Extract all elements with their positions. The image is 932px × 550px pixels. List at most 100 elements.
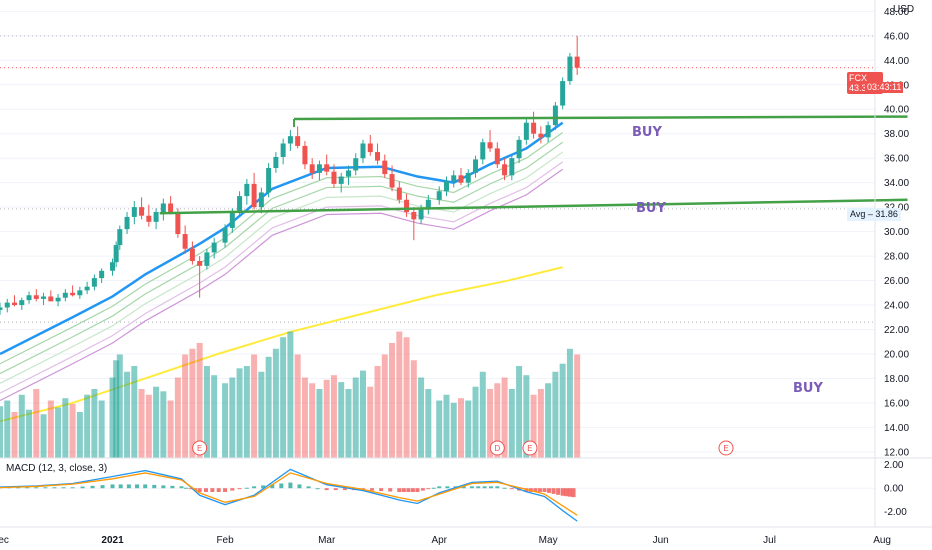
event-marker[interactable]: E (522, 440, 538, 456)
candle-body (287, 136, 293, 144)
macd-histogram-bar (306, 486, 311, 489)
event-marker[interactable]: E (718, 440, 734, 456)
macd-histogram-bar (230, 488, 235, 491)
macd-histogram-bar (482, 486, 487, 489)
macd-histogram-bar (556, 488, 561, 495)
volume-bar (182, 354, 189, 458)
volume-bar (501, 377, 508, 458)
volume-bar (479, 371, 486, 458)
avg-tag-label: Avg (850, 209, 866, 219)
candle-body (360, 143, 366, 159)
volume-bar (174, 377, 181, 458)
candle-body (182, 234, 188, 249)
candle-body (0, 307, 3, 310)
candle-body (494, 148, 500, 165)
macd-histogram-bar (315, 488, 320, 490)
trend-lines[interactable] (159, 115, 908, 215)
volume-bar (113, 360, 120, 458)
buy-label-upper: BUY (632, 125, 662, 140)
currency-label[interactable]: USD (893, 4, 914, 15)
event-marker[interactable]: D (489, 440, 505, 456)
candle-body (12, 302, 18, 306)
volume-bar (124, 371, 131, 458)
macd-histogram-bar (118, 484, 123, 489)
volume-bar (109, 377, 116, 458)
candle-body (19, 300, 25, 306)
price-tick-label: 44.00 (884, 56, 909, 67)
event-marker[interactable]: E (192, 440, 208, 456)
macd-histogram-bar (476, 486, 481, 489)
candle-body (353, 158, 359, 171)
candle-body (443, 181, 449, 192)
time-tick-label: Jul (763, 535, 776, 546)
macd-histogram-bar (188, 488, 193, 490)
volume-bar (530, 394, 537, 458)
candle-body (204, 252, 210, 266)
volume-bar (18, 394, 25, 458)
volume-bar (40, 414, 47, 458)
avg-tag[interactable]: Avg – 31.86 (847, 208, 901, 221)
volume-bar (389, 343, 396, 458)
candle-body (302, 145, 308, 165)
volume-bar (294, 354, 301, 458)
macd-histogram-bar (152, 484, 157, 489)
buy-trend-line[interactable] (294, 115, 908, 121)
buy-trend-line[interactable] (159, 198, 908, 215)
volume-bar (229, 377, 236, 458)
volume-bar (47, 400, 54, 458)
macd-histogram-bar (571, 488, 576, 498)
volume-bar (566, 348, 573, 458)
price-tick-label: 24.00 (884, 301, 909, 312)
candle-body (273, 156, 279, 168)
macd-histogram-bar (223, 488, 228, 492)
candle-body (545, 125, 551, 138)
macd-histogram-bar (126, 484, 131, 489)
macd-pane (0, 468, 875, 522)
candle-body (146, 215, 152, 222)
macd-histogram-bar (564, 488, 569, 497)
volume-bar (251, 354, 258, 458)
candle-body (160, 203, 166, 213)
volume-bar (360, 370, 366, 458)
volume-bar (396, 331, 403, 458)
volume-bar (574, 354, 581, 458)
price-tick-label: 38.00 (884, 129, 909, 140)
time-tick-label: May (539, 535, 558, 546)
signal-line (0, 472, 578, 516)
volume-bar (167, 400, 174, 458)
volume-bar (367, 386, 374, 458)
volume-bar (211, 375, 218, 458)
volume-bar (494, 383, 501, 458)
candle-body (451, 175, 457, 182)
candle-body (189, 248, 195, 261)
volume-bar (153, 386, 160, 458)
macd-title[interactable]: MACD (12, 3, close, 3) (6, 463, 107, 474)
macd-histogram-bar (135, 484, 140, 489)
time-tick-label: 2021 (101, 535, 124, 546)
candles (0, 35, 580, 315)
candle-body (375, 152, 381, 161)
event-marker-label: E (197, 444, 202, 453)
candle-body (404, 199, 410, 213)
macd-histogram-bar (426, 488, 431, 490)
price-tick-label: 40.00 (884, 105, 909, 116)
candle-body (266, 167, 272, 193)
candle-body (509, 158, 515, 176)
volume-bar (84, 394, 91, 458)
price-tick-label: 14.00 (884, 423, 909, 434)
event-marker-label: E (527, 444, 532, 453)
volume-bar (160, 391, 167, 458)
volume-bar (458, 398, 465, 458)
candle-body (26, 295, 32, 301)
volume-bar (523, 375, 530, 458)
candle-body (55, 297, 61, 302)
volume-bar (487, 389, 494, 458)
candle-body (567, 56, 573, 82)
candle-body (84, 286, 90, 291)
macd-histogram-bar (43, 487, 48, 489)
ema-ribbon-line (0, 151, 563, 384)
time-tick-label: Mar (318, 535, 336, 546)
macd-histogram-bar (379, 488, 384, 492)
